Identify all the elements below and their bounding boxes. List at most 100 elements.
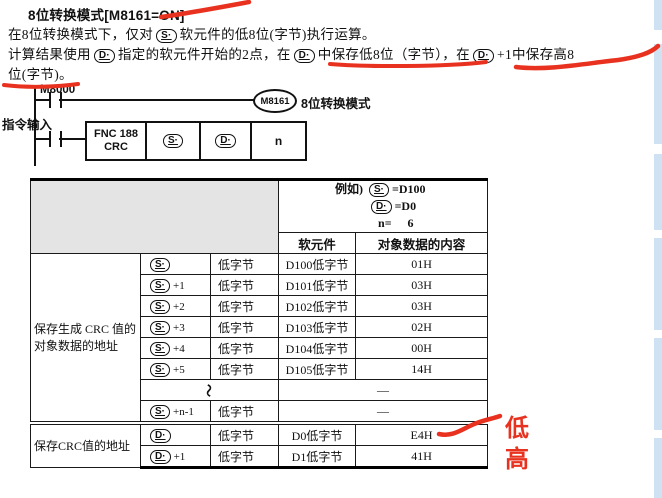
operand-d-symbol: D· xyxy=(215,134,236,148)
fnc-number: FNC 188 xyxy=(93,128,139,140)
contact-bar-icon xyxy=(49,92,51,108)
content-cell: E4H xyxy=(355,421,489,446)
scrollbar[interactable] xyxy=(653,0,662,498)
operand-s-symbol: S· xyxy=(369,183,390,197)
contact-gap xyxy=(51,99,59,101)
dash-cell: — xyxy=(278,400,489,424)
table-row: 保存生成 CRC 值的 对象数据的地址 S· 低字节 D100低字节 01H xyxy=(30,253,489,424)
contact-m8000-label: M8000 xyxy=(40,84,76,96)
group-label-source-data: 保存生成 CRC 值的 对象数据的地址 xyxy=(30,253,141,424)
fnc-mnemonic: CRC xyxy=(104,141,128,153)
content-cell: 14H xyxy=(355,358,489,380)
group-label-crc-result: 保存CRC值的地址 xyxy=(30,421,141,468)
scrollbar-segment[interactable] xyxy=(654,338,662,430)
scrollbar-segment[interactable] xyxy=(654,438,662,498)
table-row: D· +1 低字节 D1低字节 41H xyxy=(31,445,489,469)
byte-label: 低字节 xyxy=(209,400,280,424)
byte-label: 低字节 xyxy=(209,337,280,359)
operand-d-symbol: D· xyxy=(93,49,115,63)
device-cell: D0低字节 xyxy=(278,421,357,446)
byte-label: 低字节 xyxy=(209,316,280,338)
intro-line3-text2: 指定的软元件开始的2点，在 xyxy=(117,47,291,62)
content-cell: 03H xyxy=(355,295,489,317)
table-row: S· +n-1 低字节 — xyxy=(31,400,489,424)
dash-cell: — xyxy=(278,379,489,401)
coil-comment: 8位转换模式 xyxy=(301,97,371,111)
group1-line2: 对象数据的地址 xyxy=(34,338,119,353)
byte-label: 低字节 xyxy=(209,358,280,380)
example-prefix: 例如) xyxy=(335,182,364,196)
table-row: 保存CRC值的地址 D· 低字节 D0低字节 E4H xyxy=(30,421,489,468)
operand-s-symbol: S· xyxy=(150,320,170,335)
device-offset: +1 xyxy=(173,450,186,463)
byte-label: 低字节 xyxy=(209,421,280,446)
operand-d-symbol: D· xyxy=(472,49,495,63)
contact-gap xyxy=(51,138,59,140)
operand-d-symbol: D· xyxy=(293,49,315,63)
crc-example-table: 例如) S· =D100 D· =D0 n= 6 软元件 对象数据的内容 保存生成 … xyxy=(29,178,489,469)
coil-m8161: M8161 xyxy=(253,89,297,113)
example-header-cell: 例如) S· =D100 D· =D0 n= 6 xyxy=(278,178,489,233)
intro-line2-text1: 在8位转换模式下，仅对 xyxy=(8,27,154,42)
device-offset: +2 xyxy=(173,300,185,313)
device-cell: D105低字节 xyxy=(278,358,357,380)
intro-line-4: 位(字节)。 xyxy=(8,67,73,82)
page-title: 8位转换模式[M8161=ON] xyxy=(28,8,185,23)
contact-bar-icon xyxy=(60,131,62,147)
intro-line3-text4: +1中保存高8 xyxy=(497,47,575,62)
annotation-low-text: 低 xyxy=(505,415,529,442)
device-cell: D100低字节 xyxy=(278,253,357,275)
content-cell: 02H xyxy=(355,316,489,338)
group1-line1: 保存生成 CRC 值的 xyxy=(34,321,137,336)
example-n-label: n= xyxy=(378,216,392,230)
device-offset: +1 xyxy=(173,279,185,292)
ladder-rung-1 xyxy=(35,99,254,101)
operand-d-symbol: D· xyxy=(371,200,392,214)
device-cell: D101低字节 xyxy=(278,274,357,296)
contact-bar-icon xyxy=(60,92,62,108)
scrollbar-segment[interactable] xyxy=(654,44,662,144)
instruction-fnc-cell: FNC 188 CRC xyxy=(87,123,145,159)
scrollbar-segment[interactable] xyxy=(654,238,662,330)
content-cell: 41H xyxy=(355,445,489,469)
operand-n-cell: n xyxy=(250,123,305,159)
contact-bar-icon xyxy=(49,131,51,147)
device-offset: +4 xyxy=(173,342,185,355)
column-header-device: 软元件 xyxy=(278,232,357,254)
ladder-power-rail xyxy=(34,88,36,166)
device-cell: D102低字节 xyxy=(278,295,357,317)
instruction-box: FNC 188 CRC S· D· n xyxy=(85,121,307,161)
example-d-value: =D0 xyxy=(394,199,417,213)
device-offset: +5 xyxy=(173,363,185,376)
example-n-value: 6 xyxy=(407,216,414,230)
device-cell: D104低字节 xyxy=(278,337,357,359)
operand-s-symbol: S· xyxy=(150,362,170,377)
operand-s-symbol: S· xyxy=(156,29,177,43)
device-offset: +n-1 xyxy=(173,405,194,418)
intro-line3-text1: 计算结果使用 xyxy=(8,47,91,62)
intro-line-2: 在8位转换模式下，仅对 S· 软元件的低8位(字节)执行运算。 xyxy=(8,23,376,43)
annotation-high-text: 高 xyxy=(505,446,529,473)
operand-s-symbol: S· xyxy=(150,404,170,419)
instruction-input-label: 指令输入 xyxy=(2,118,53,132)
coil-m8161-label: M8161 xyxy=(260,95,290,107)
intro-line-3: 计算结果使用 D· 指定的软元件开始的2点，在 D· 中保存低8位（字节），在 D· +1中… xyxy=(8,43,574,63)
device-offset: +3 xyxy=(173,321,185,334)
content-cell: 01H xyxy=(355,253,489,275)
operand-s-symbol: S· xyxy=(150,257,170,272)
device-cell: D1低字节 xyxy=(278,445,357,469)
scrollbar-segment[interactable] xyxy=(654,154,662,230)
example-s-value: =D100 xyxy=(392,182,426,196)
wave-mark-icon: 〜 xyxy=(201,383,217,397)
operand-n-label: n xyxy=(274,133,283,148)
intro-line2-text2: 软元件的低8位(字节)执行运算。 xyxy=(179,27,376,42)
byte-label: 低字节 xyxy=(209,274,280,296)
table-row-ellipsis: 〜 — xyxy=(31,379,489,401)
operand-s-symbol: S· xyxy=(150,341,170,356)
operand-d-symbol: D· xyxy=(150,428,171,443)
content-cell: 00H xyxy=(355,337,489,359)
operand-s-cell: S· xyxy=(145,123,199,159)
scrollbar-segment[interactable] xyxy=(654,0,662,30)
continuation-cell: 〜 xyxy=(139,379,280,401)
device-cell: D103低字节 xyxy=(278,316,357,338)
